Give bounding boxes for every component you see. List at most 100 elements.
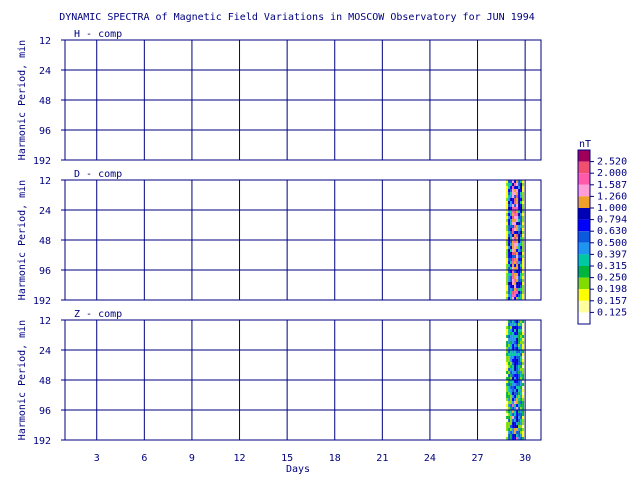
spectrum-cell xyxy=(508,380,511,383)
spectrum-cell xyxy=(522,273,525,276)
colorbar-label: 0.125 xyxy=(597,307,627,318)
x-tick-label: 27 xyxy=(472,453,484,464)
spectrum-cell xyxy=(518,276,521,279)
spectrum-cell xyxy=(506,341,509,344)
spectrum-cell xyxy=(512,377,515,380)
spectrum-cell xyxy=(518,294,521,297)
spectrum-cell xyxy=(518,350,521,353)
spectrum-cell xyxy=(506,344,509,347)
spectrum-cell xyxy=(508,282,511,285)
spectrum-cell xyxy=(506,285,509,288)
spectrum-cell xyxy=(506,335,509,338)
spectrum-cell xyxy=(506,228,509,231)
spectrum-cell xyxy=(520,428,523,431)
spectrum-cell xyxy=(514,210,517,213)
spectrum-cell xyxy=(514,195,517,198)
spectrum-cell xyxy=(516,359,519,362)
spectrum-cell xyxy=(512,434,515,437)
spectrum-cell xyxy=(520,380,523,383)
spectrum-cell xyxy=(516,356,519,359)
spectrum-cell xyxy=(514,371,517,374)
spectrum-cell xyxy=(522,377,525,380)
colorbar-swatch xyxy=(578,184,590,197)
spectrum-cell xyxy=(522,180,525,183)
spectrum-cell xyxy=(510,353,513,356)
spectrum-cell xyxy=(518,341,521,344)
spectrum-cell xyxy=(518,329,521,332)
spectrum-cell xyxy=(522,297,525,300)
spectrum-cell xyxy=(520,264,523,267)
spectrum-cell xyxy=(512,359,515,362)
spectrum-cell xyxy=(506,395,509,398)
spectrum-cell xyxy=(514,353,517,356)
spectrum-cell xyxy=(518,386,521,389)
spectrum-cell xyxy=(518,407,521,410)
spectrum-cell xyxy=(508,240,511,243)
spectrum-cell xyxy=(516,252,519,255)
spectrum-cell xyxy=(508,285,511,288)
spectrum-cell xyxy=(510,246,513,249)
spectrum-cell xyxy=(508,398,511,401)
spectrum-cell xyxy=(512,243,515,246)
spectrum-cell xyxy=(518,326,521,329)
spectrum-cell xyxy=(512,401,515,404)
spectrum-cell xyxy=(506,428,509,431)
spectrum-cell xyxy=(514,329,517,332)
spectrum-cell xyxy=(510,234,513,237)
spectrum-cell xyxy=(520,201,523,204)
spectrum-cell xyxy=(514,282,517,285)
spectrum-cell xyxy=(520,395,523,398)
spectrum-cell xyxy=(520,192,523,195)
spectrum-cell xyxy=(522,428,525,431)
spectrum-cell xyxy=(514,365,517,368)
spectrum-cell xyxy=(510,195,513,198)
spectrum-cell xyxy=(508,416,511,419)
spectrum-cell xyxy=(518,383,521,386)
spectrum-cell xyxy=(522,231,525,234)
spectrum-cell xyxy=(522,437,525,440)
spectrum-cell xyxy=(512,383,515,386)
spectrum-cell xyxy=(516,201,519,204)
spectrum-cell xyxy=(520,297,523,300)
spectrum-cell xyxy=(514,362,517,365)
spectrum-cell xyxy=(510,258,513,261)
spectrum-cell xyxy=(520,368,523,371)
spectrum-cell xyxy=(514,395,517,398)
spectrum-cell xyxy=(522,195,525,198)
spectrum-cell xyxy=(520,204,523,207)
spectrum-cell xyxy=(506,270,509,273)
spectrum-cell xyxy=(522,228,525,231)
spectrum-cell xyxy=(522,210,525,213)
spectrum-cell xyxy=(520,431,523,434)
y-axis-label: Harmonic Period, min xyxy=(17,180,28,300)
spectrum-cell xyxy=(510,404,513,407)
spectrum-cell xyxy=(518,359,521,362)
spectrum-cell xyxy=(506,407,509,410)
spectrum-cell xyxy=(514,377,517,380)
spectrum-cell xyxy=(506,207,509,210)
y-tick-label: 96 xyxy=(39,126,51,137)
spectrum-cell xyxy=(506,434,509,437)
spectrum-cell xyxy=(508,243,511,246)
spectrum-cell xyxy=(508,437,511,440)
spectrum-cell xyxy=(522,258,525,261)
spectrum-cell xyxy=(508,338,511,341)
spectrum-cell xyxy=(508,231,511,234)
spectrum-cell xyxy=(506,186,509,189)
spectrum-cell xyxy=(520,437,523,440)
spectrum-cell xyxy=(506,219,509,222)
spectrum-cell xyxy=(514,231,517,234)
spectrum-cell xyxy=(520,359,523,362)
spectrum-cell xyxy=(506,255,509,258)
spectrum-cell xyxy=(522,413,525,416)
spectrum-cell xyxy=(512,410,515,413)
spectrum-cell xyxy=(508,219,511,222)
spectrum-cell xyxy=(516,386,519,389)
spectrum-cell xyxy=(518,368,521,371)
spectrum-cell xyxy=(518,201,521,204)
spectrum-cell xyxy=(510,273,513,276)
spectrum-cell xyxy=(516,428,519,431)
spectrum-cell xyxy=(522,279,525,282)
spectrum-cell xyxy=(512,392,515,395)
spectrum-cell xyxy=(510,368,513,371)
